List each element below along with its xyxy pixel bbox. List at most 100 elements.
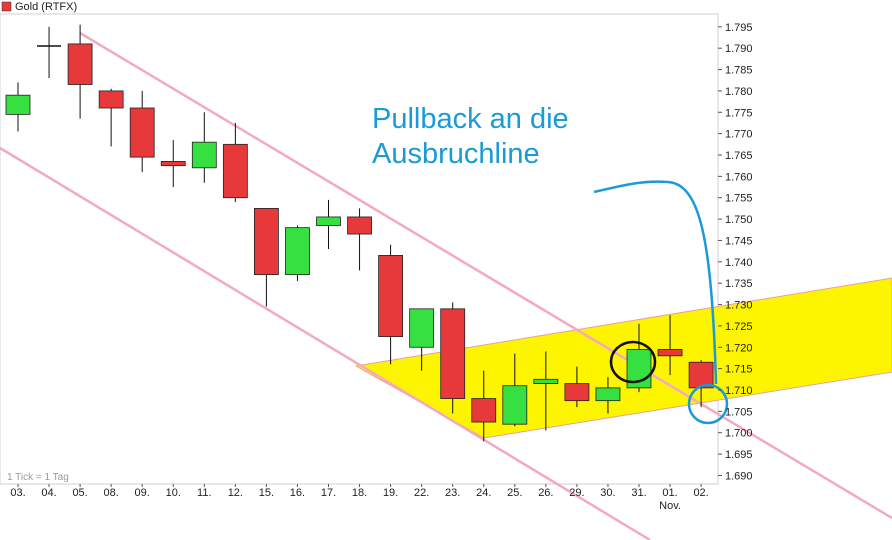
x-tick-label: 16. [290, 487, 305, 499]
x-tick-label: 15. [259, 487, 274, 499]
candle [316, 199, 341, 249]
candle [191, 112, 217, 183]
annotation-line-2: Ausbruchline [372, 138, 540, 170]
candle-body [129, 107, 155, 158]
candle-body [191, 141, 217, 169]
y-tick-label: 1.705 [725, 406, 753, 418]
candle [347, 208, 372, 271]
y-tick-label: 1.695 [725, 449, 753, 461]
candle [533, 351, 559, 431]
blue-highlight-circle [687, 383, 729, 425]
x-axis: 03. 04. 05. 08. 09. 10. 11. 12. 15. 16. 17. 18. 19. 2… [10, 484, 709, 512]
candle-body [657, 349, 683, 357]
candle-body [160, 161, 186, 167]
y-tick-label: 1.765 [725, 150, 753, 162]
y-axis: 1.795 1.790 1.785 1.780 1.775 1.770 1.765 1.760… [718, 22, 753, 482]
candle [688, 360, 714, 408]
candle-body [378, 255, 404, 337]
candle [253, 208, 279, 307]
black-highlight-circle [609, 340, 657, 384]
candle-body [502, 385, 528, 425]
candle [595, 377, 621, 414]
y-tick-label: 1.715 [725, 364, 753, 376]
candle-body [533, 378, 559, 384]
x-tick-label: 03. [10, 487, 25, 499]
candle-body [67, 43, 93, 85]
candle [440, 302, 466, 414]
candle [378, 244, 404, 365]
y-tick-label: 1.755 [725, 193, 753, 205]
lower-downtrend-line [0, 146, 651, 540]
legend-label: Gold (RTFX) [15, 1, 77, 13]
legend-swatch [1, 1, 12, 12]
y-tick-label: 1.730 [725, 300, 753, 312]
candle-body [471, 398, 497, 423]
x-tick-label: 10. [166, 487, 181, 499]
y-tick-label: 1.750 [725, 214, 753, 226]
x-tick-label: 18. [352, 487, 367, 499]
pullback-arrow-curve [593, 180, 718, 385]
y-tick-label: 1.745 [725, 235, 753, 247]
y-tick-label: 1.700 [725, 428, 753, 440]
candle [471, 370, 497, 442]
candle [222, 122, 248, 202]
candle-body [222, 143, 248, 199]
candle-body [5, 94, 31, 115]
candle-body [440, 308, 466, 399]
y-tick-label: 1.690 [725, 470, 753, 482]
x-tick-label: 02. [693, 487, 708, 499]
x-tick-label: 30. [600, 487, 615, 499]
y-tick-label: 1.770 [725, 129, 753, 141]
y-tick-label: 1.785 [725, 65, 753, 77]
candle [37, 26, 62, 79]
x-tick-label: 31. [631, 487, 646, 499]
annotation-line-1: Pullback an die [372, 103, 569, 135]
candle-body [253, 208, 279, 276]
y-tick-label: 1.725 [725, 321, 753, 333]
tick-note: 1 Tick = 1 Tag [7, 472, 69, 483]
candle [409, 308, 435, 371]
y-tick-label: 1.795 [725, 22, 753, 34]
x-tick-label: 01. [662, 487, 677, 499]
x-tick-label: 12. [228, 487, 243, 499]
x-tick-label: 08. [104, 487, 119, 499]
candle [160, 140, 186, 188]
candle-body [98, 90, 124, 109]
candle [129, 90, 155, 173]
upper-downtrend-line [79, 31, 892, 520]
candle [502, 353, 528, 427]
y-tick-label: 1.735 [725, 278, 753, 290]
x-tick-label: 22. [414, 487, 429, 499]
x-sublabel-month: Nov. [659, 500, 681, 512]
candle-body [688, 361, 714, 389]
x-tick-label: 19. [383, 487, 398, 499]
y-tick-label: 1.775 [725, 107, 753, 119]
y-tick-label: 1.780 [725, 86, 753, 98]
x-tick-label: 23. [445, 487, 460, 499]
candle-body [285, 227, 310, 276]
candle-body [409, 308, 435, 348]
candle-body [347, 216, 372, 235]
candle [657, 315, 683, 376]
x-tick-label: 26. [538, 487, 553, 499]
candle-body [316, 216, 341, 226]
candle [285, 225, 310, 282]
x-tick-label: 05. [72, 487, 87, 499]
x-tick-label: 24. [476, 487, 491, 499]
y-tick-label: 1.710 [725, 385, 753, 397]
candle [5, 82, 31, 132]
x-tick-label: 25. [507, 487, 522, 499]
y-tick-label: 1.760 [725, 171, 753, 183]
x-tick-label: 04. [41, 487, 56, 499]
candle [67, 24, 93, 119]
candle [98, 88, 124, 147]
y-tick-label: 1.720 [725, 342, 753, 354]
candle-body [595, 387, 621, 402]
y-tick-label: 1.790 [725, 43, 753, 55]
candle-body [564, 383, 590, 402]
x-tick-label: 09. [135, 487, 150, 499]
candle [564, 366, 590, 408]
y-tick-label: 1.740 [725, 257, 753, 269]
x-tick-label: 11. [197, 487, 211, 499]
